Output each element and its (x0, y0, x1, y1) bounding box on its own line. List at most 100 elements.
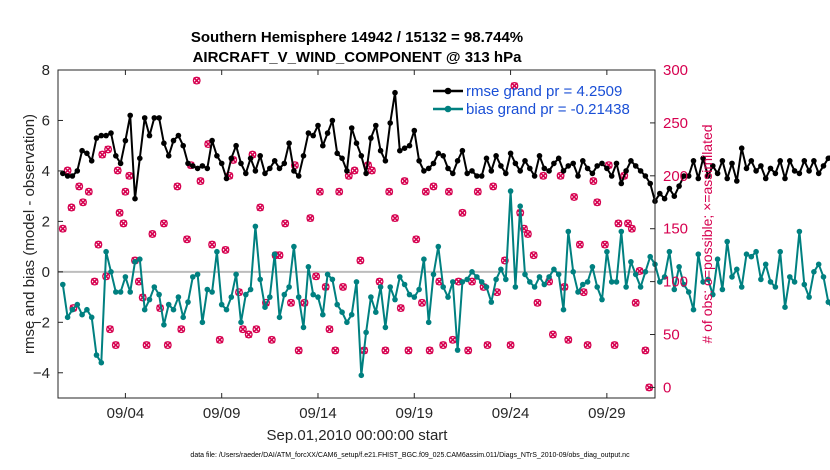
rmse-point (440, 153, 447, 159)
bias-point (204, 286, 211, 293)
chart-title-line1: Southern Hemisphere 14942 / 15132 = 98.7… (191, 29, 523, 46)
rmse-point (262, 170, 268, 177)
obs-possible-marker (483, 341, 492, 350)
obs-possible-marker (111, 341, 120, 350)
legend-rmse-label: rmse grand pr = 4.2509 (466, 83, 622, 100)
obs-assimilated-marker (114, 166, 122, 175)
obs-possible-marker (221, 245, 230, 254)
bias-point (661, 274, 668, 280)
rmse-point (608, 173, 615, 179)
obs-possible-marker (121, 187, 130, 196)
obs-possible-marker (641, 346, 650, 355)
obs-possible-marker (115, 208, 124, 217)
rmse-point (791, 168, 798, 174)
obs-possible-marker (548, 330, 557, 339)
bias-point (657, 279, 663, 285)
bias-point (218, 301, 225, 308)
bias-point (98, 359, 105, 366)
bias-point (64, 314, 71, 321)
rmse-point (527, 165, 533, 172)
bias-point (209, 289, 215, 295)
obs-possible-marker (238, 325, 247, 334)
bias-point (647, 253, 653, 260)
obs-assimilated-marker (493, 288, 501, 296)
obs-possible-marker (500, 256, 509, 265)
rmse-point (517, 168, 523, 174)
bias-point (132, 259, 138, 265)
obs-possible-marker (523, 230, 532, 238)
obs-assimilated-marker (119, 219, 128, 227)
bias-point (724, 238, 730, 245)
rmse-point (329, 117, 336, 124)
rmse-point (450, 170, 456, 177)
rmse-point (705, 173, 711, 179)
bias-point (69, 306, 76, 313)
rmse-point (93, 135, 100, 141)
bias-point (450, 279, 456, 285)
obs-possible-marker (404, 346, 413, 355)
rmse-point (488, 168, 495, 174)
rmse-point (315, 122, 321, 129)
obs-assimilated-marker (112, 341, 120, 349)
rmse-point (368, 135, 374, 141)
obs-assimilated-marker (614, 219, 622, 227)
rmse-point (493, 153, 499, 159)
obs-assimilated-marker (401, 177, 409, 185)
rmse-point (339, 155, 345, 162)
obs-possible-marker (464, 346, 473, 355)
y2-axis-label: # of obs: o=possible; ×=assimilated (699, 124, 715, 343)
rmse-point (74, 168, 81, 174)
rmse-point (348, 125, 355, 131)
bias-point (695, 251, 702, 257)
rmse-point (271, 158, 278, 164)
bias-point (642, 269, 649, 275)
obs-assimilated-marker (474, 188, 482, 196)
bias-point (214, 248, 220, 255)
rmse-point (411, 127, 418, 134)
obs-possible-marker (425, 346, 434, 355)
obs-assimilated-marker (125, 172, 133, 180)
bias-point (478, 279, 485, 285)
bias-point (435, 243, 442, 250)
obs-possible-marker (58, 224, 67, 233)
rmse-point (204, 165, 211, 172)
obs-possible-marker (385, 187, 394, 196)
rmse-point (546, 168, 552, 174)
obs-possible-marker (325, 325, 334, 334)
obs-assimilated-marker (245, 330, 253, 339)
obs-assimilated-marker (468, 278, 476, 286)
bias-point (238, 319, 244, 326)
obs-assimilated-marker (589, 177, 597, 185)
bias-point (406, 291, 413, 298)
bias-point (137, 256, 143, 263)
bias-point (353, 279, 360, 285)
obs-assimilated-marker (239, 325, 247, 333)
bias-point (199, 319, 206, 326)
obs-possible-marker (196, 177, 205, 186)
bias-point (811, 269, 817, 275)
rmse-point (811, 158, 817, 164)
y2-tick-label: 300 (663, 62, 688, 79)
obs-assimilated-marker (464, 346, 472, 354)
bias-point (555, 271, 562, 278)
rmse-point (401, 145, 408, 151)
obs-assimilated-marker (570, 193, 578, 201)
bias-point (146, 296, 153, 303)
rmse-point (84, 150, 90, 157)
rmse-point (233, 142, 239, 149)
bias-point (344, 319, 350, 326)
bias-point (397, 274, 403, 280)
bias-point (474, 274, 480, 280)
bias-point (676, 264, 682, 270)
rmse-point (642, 173, 649, 179)
obs-possible-marker (350, 166, 359, 175)
bias-point (820, 274, 827, 280)
obs-assimilated-marker (85, 188, 93, 196)
legend-bias-marker (444, 105, 452, 113)
obs-possible-marker (520, 224, 528, 233)
rmse-point (156, 115, 162, 121)
bias-point (276, 314, 283, 321)
obs-assimilated-marker (628, 225, 636, 233)
obs-assimilated-marker (148, 230, 156, 238)
